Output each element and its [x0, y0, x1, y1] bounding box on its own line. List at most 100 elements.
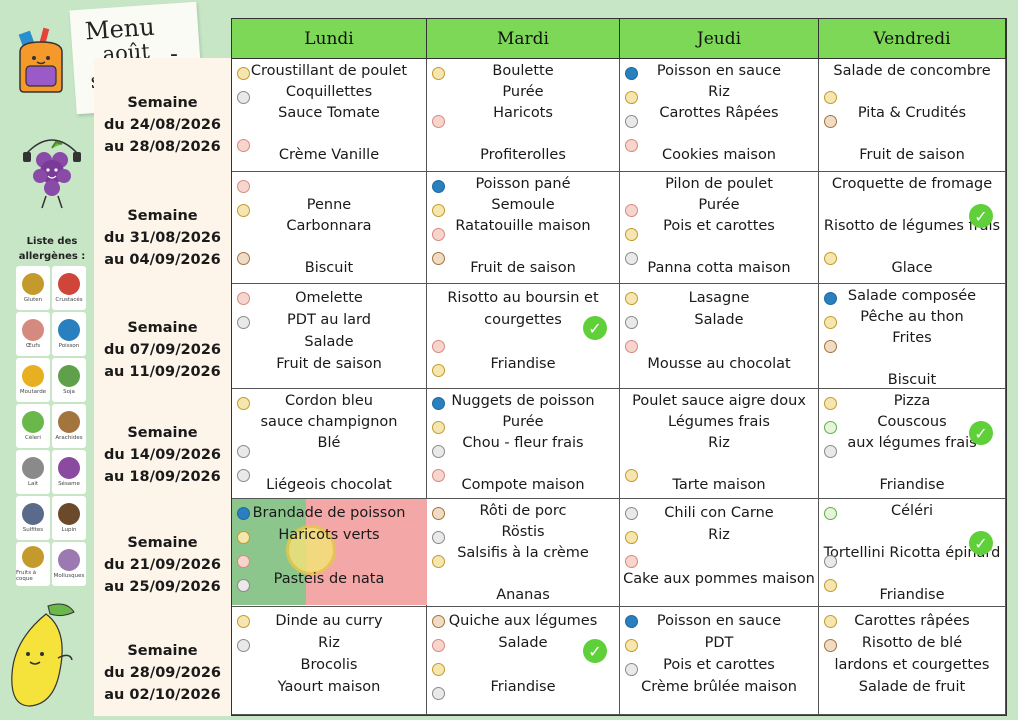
fish-icon — [824, 292, 837, 305]
menu-item: Blé — [317, 435, 341, 451]
menu-item: Lasagne — [688, 290, 750, 306]
menu-item: Biscuit — [887, 372, 937, 388]
celery-icon — [22, 411, 44, 433]
fish-icon — [58, 319, 80, 341]
menu-item: Brocolis — [300, 657, 358, 673]
wheat-icon — [432, 555, 445, 568]
egg-icon — [432, 639, 445, 652]
egg-icon — [237, 180, 250, 193]
menu-item: Salade composée — [847, 288, 977, 304]
menu-item: Coquillettes — [285, 84, 373, 100]
week-label: Semaine du 24/08/2026 au 28/08/2026 — [94, 92, 231, 158]
week-label: Semaine du 21/09/2026 au 25/09/2026 — [94, 532, 231, 598]
menu-cell: Pizza Couscous aux légumes frais Friandise ✓ — [819, 389, 1006, 499]
fish-icon — [625, 67, 638, 80]
allergen-label: Arachides — [55, 435, 83, 441]
egg-icon — [625, 340, 638, 353]
peanut-icon — [432, 252, 445, 265]
celery-icon — [824, 507, 837, 520]
milk-icon — [625, 316, 638, 329]
menu-item: Brandade de poisson — [252, 505, 406, 521]
week-to: au 11/09/2026 — [104, 364, 221, 380]
menu-item: Liégeois chocolat — [266, 477, 392, 493]
wheat-icon — [824, 252, 837, 265]
week-label: Semaine du 07/09/2026 au 11/09/2026 — [94, 317, 231, 383]
menu-cell: Chili con Carne Riz Cake aux pommes maison — [620, 499, 819, 607]
menu-cell: Salade de concombre Pita & Crudités Fruit … — [819, 59, 1006, 172]
menu-item: lardons et courgettes — [834, 657, 990, 673]
week-to: au 28/08/2026 — [104, 139, 221, 155]
menu-item: Pois et carottes — [663, 218, 775, 234]
menu-item: Friandise — [490, 356, 556, 372]
menu-cell: Poulet sauce aigre doux Légumes frais Riz T… — [620, 389, 819, 499]
menu-item: Friandise — [879, 477, 945, 493]
menu-item: Risotto de légumes frais — [823, 218, 1001, 234]
menu-item: Croquette de fromage — [831, 176, 993, 192]
week-from: du 31/08/2026 — [103, 230, 222, 246]
allergen-item: Soja — [52, 358, 86, 402]
menu-item: Carottes Râpées — [659, 105, 779, 121]
wheat-icon — [625, 469, 638, 482]
week-from: du 07/09/2026 — [103, 342, 222, 358]
shell-icon — [58, 549, 80, 571]
milk-icon — [22, 457, 44, 479]
egg-icon — [432, 340, 445, 353]
milk-icon — [237, 639, 250, 652]
menu-cell: Risotto au boursin et courgettes Friandise… — [427, 284, 620, 389]
wheat-icon — [824, 579, 837, 592]
allergen-label: Lupin — [61, 527, 77, 533]
menu-item: Riz — [708, 527, 730, 543]
menu-item: Riz — [318, 635, 340, 651]
wheat-icon — [237, 397, 250, 410]
wheat-icon — [432, 663, 445, 676]
milk-icon — [237, 445, 250, 458]
milk-icon — [824, 445, 837, 458]
week-from: du 14/09/2026 — [103, 447, 222, 463]
menu-item: Panna cotta maison — [647, 260, 791, 276]
menu-item: Risotto au boursin et — [447, 290, 599, 306]
grapes-illustration — [23, 139, 81, 209]
week-label: Semaine — [127, 320, 198, 336]
wheat-icon — [432, 204, 445, 217]
wheat-icon — [824, 316, 837, 329]
menu-cell: Brandade de poisson Haricots verts Pasteis… — [232, 499, 427, 607]
menu-item: Haricots — [493, 105, 553, 121]
allergen-item: Crustacés — [52, 266, 86, 310]
menu-item: Friandise — [490, 679, 556, 695]
milk-icon — [432, 531, 445, 544]
egg-icon — [432, 469, 445, 482]
milk-icon — [625, 663, 638, 676]
allergen-item: Moutarde — [16, 358, 50, 402]
allergen-item: Céleri — [16, 404, 50, 448]
allergen-item: Sésame — [52, 450, 86, 494]
menu-item: Pilon de poulet — [665, 176, 773, 192]
week-label: Semaine — [127, 95, 198, 111]
peanut-icon — [432, 507, 445, 520]
peanut-icon — [824, 115, 837, 128]
allergen-item: Fruits à coque — [16, 542, 50, 586]
allergen-item: Œufs — [16, 312, 50, 356]
allergen-item: Sulfites — [16, 496, 50, 540]
menu-item: Rôti de porc — [479, 503, 567, 519]
wheat-icon — [625, 91, 638, 104]
allergen-label: Sulfites — [22, 527, 44, 533]
menu-cell: Omelette PDT au lard Salade Fruit de saison — [232, 284, 427, 389]
menu-item: Ratatouille maison — [455, 218, 591, 234]
wheat-icon — [237, 67, 250, 80]
menu-item: Quiche aux légumes — [448, 613, 598, 629]
crab-icon — [58, 273, 80, 295]
menu-item: Couscous — [877, 414, 947, 430]
egg-icon — [237, 555, 250, 568]
menu-cell: Rôti de porc Röstis Salsifis à la crème Ana… — [427, 499, 620, 607]
day-header-jeudi: Jeudi — [620, 19, 819, 59]
menu-item: Salsifis à la crème — [457, 545, 589, 561]
menu-item: Chili con Carne — [664, 505, 774, 521]
menu-item: Riz — [708, 435, 730, 451]
wheat-icon — [625, 228, 638, 241]
portugal-flag — [232, 499, 427, 605]
menu-item: Riz — [708, 84, 730, 100]
wheat-icon — [625, 292, 638, 305]
week-label: Semaine — [127, 425, 198, 441]
week-to: au 02/10/2026 — [104, 687, 221, 703]
allergen-label: Crustacés — [55, 297, 83, 303]
